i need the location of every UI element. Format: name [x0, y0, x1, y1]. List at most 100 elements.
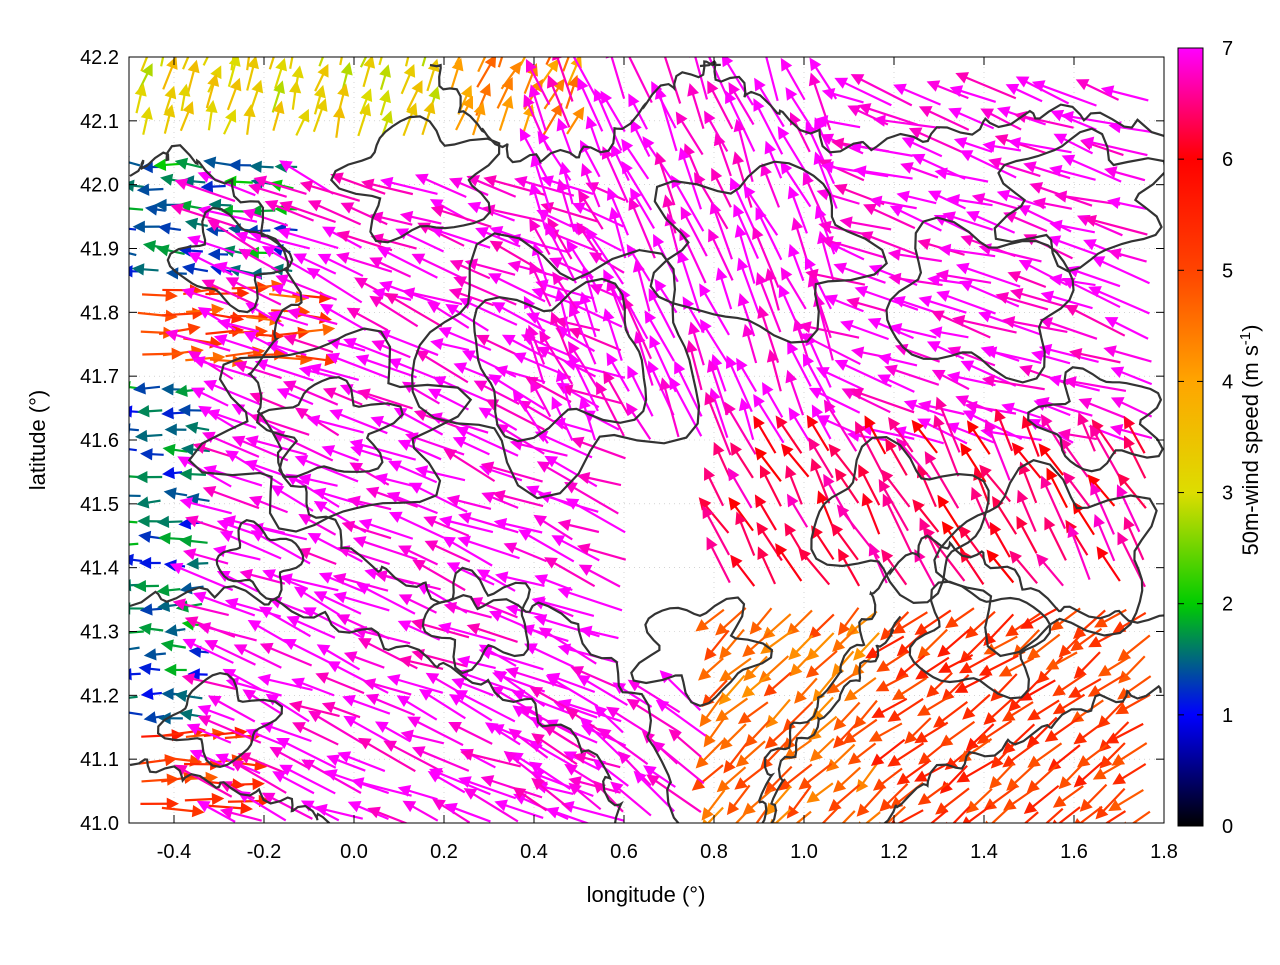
wind-vector-shaft — [185, 799, 212, 800]
x-tick-label: -0.4 — [157, 841, 191, 863]
wind-vector-head — [228, 43, 239, 55]
wind-vector-head — [117, 203, 128, 214]
colorbar-label-end: ) — [1238, 325, 1263, 332]
wind-vector-head — [702, 43, 712, 55]
y-tick-label: 41.4 — [80, 558, 119, 580]
wind-vector-head — [187, 38, 197, 50]
x-tick-label: 0.4 — [520, 841, 548, 863]
wind-vector-head — [363, 43, 373, 55]
wind-vector-head — [658, 42, 668, 54]
wind-vector-head — [554, 29, 564, 41]
wind-vector-head — [120, 669, 131, 680]
colorbar-tick-label: 5 — [1222, 260, 1233, 282]
wind-vector-head — [320, 42, 330, 54]
wind-vector-head — [160, 37, 171, 49]
x-tick-label: 1.2 — [880, 841, 908, 863]
wind-vector-head — [245, 37, 256, 49]
wind-vector-head — [123, 180, 135, 191]
x-tick-label: 1.0 — [790, 841, 818, 863]
wind-vector-head — [781, 825, 793, 836]
y-tick-label: 41.2 — [80, 685, 119, 707]
x-tick-label: -0.2 — [247, 841, 281, 863]
wind-vector-head — [207, 39, 217, 51]
colorbar-tick-label: 0 — [1222, 816, 1233, 838]
wind-vector-shaft — [149, 410, 162, 411]
y-tick-label: 42.2 — [80, 47, 119, 69]
x-tick-label: 1.6 — [1060, 841, 1088, 863]
wind-vector-shaft — [149, 189, 164, 190]
y-tick-label: 41.7 — [80, 366, 119, 388]
wind-vector-shaft — [261, 167, 273, 168]
wind-vector-head — [810, 825, 822, 837]
wind-vector-shaft — [170, 228, 181, 230]
wind-vector-head — [423, 35, 434, 47]
wind-vector-shaft — [191, 474, 206, 475]
wind-vector-shaft — [193, 181, 205, 182]
x-tick-label: 0.2 — [430, 841, 458, 863]
wind-vector-head — [115, 471, 126, 482]
wind-vector-head — [113, 223, 125, 234]
wind-vector-shaft — [124, 544, 139, 545]
colorbar-tick-label: 1 — [1222, 705, 1233, 727]
y-tick-label: 42.0 — [80, 175, 119, 197]
wind-vector-head — [113, 539, 124, 550]
wind-vector-shaft — [236, 182, 253, 183]
wind-vector-head — [405, 38, 416, 50]
wind-vector-shaft — [248, 354, 275, 355]
wind-vector-shaft — [126, 697, 137, 698]
wind-vector-head — [119, 424, 130, 435]
y-tick-label: 41.0 — [80, 813, 119, 835]
x-axis-label: longitude (°) — [587, 882, 706, 907]
wind-vector-head — [1090, 823, 1102, 834]
colorbar-tick-label: 6 — [1222, 149, 1233, 171]
colorbar-label-sup: -1 — [1237, 332, 1254, 345]
colorbar-tick-label: 4 — [1222, 371, 1233, 393]
x-tick-label: 1.8 — [1150, 841, 1178, 863]
wind-vector-head — [121, 266, 132, 277]
wind-vector-head — [1033, 824, 1045, 835]
wind-vector-head — [116, 707, 128, 718]
wind-vector-head — [119, 603, 130, 614]
wind-vector-head — [121, 406, 132, 417]
colorbar — [1178, 48, 1203, 826]
wind-vector-head — [340, 31, 351, 43]
wind-vector-head — [379, 37, 390, 49]
wind-vector-head — [690, 45, 701, 57]
wind-vector-head — [461, 35, 471, 47]
wind-vector-head — [528, 33, 538, 45]
wind-vector-shaft — [168, 589, 180, 590]
wind-vector-head — [271, 38, 281, 50]
wind-vector-head — [1006, 829, 1018, 840]
wind-vector-shaft — [133, 186, 143, 187]
x-tick-label: 0.0 — [340, 841, 368, 863]
wind-vector-head — [288, 39, 299, 51]
wind-vector-shaft — [228, 784, 253, 785]
wind-vector-head — [119, 382, 131, 393]
wind-vector-shaft — [152, 693, 161, 694]
wind-vector-head — [483, 42, 493, 54]
wind-vector-head — [855, 822, 867, 833]
wind-vector-head — [876, 823, 888, 834]
colorbar-label: 50m-wind speed (m s-1) — [1237, 325, 1263, 556]
wind-vector-head — [623, 43, 633, 55]
wind-vector-head — [759, 37, 770, 49]
wind-vector-head — [117, 157, 129, 168]
colorbar-tick-label: 7 — [1222, 38, 1233, 60]
wind-vector-head — [115, 644, 127, 655]
x-tick-label: 0.6 — [610, 841, 638, 863]
wind-vector-shaft — [212, 186, 225, 187]
wind-vector-head — [122, 554, 134, 565]
wind-vector-shaft — [147, 435, 163, 436]
wind-vector-head — [743, 830, 754, 842]
wind-vector-shaft — [131, 674, 141, 675]
wind-vector-shaft — [141, 332, 164, 333]
y-tick-label: 41.8 — [80, 302, 119, 324]
x-tick-label: 0.8 — [700, 841, 728, 863]
x-tick-label: 1.4 — [970, 841, 998, 863]
wind-vector-head — [916, 825, 928, 836]
wind-vector-head — [145, 39, 155, 51]
y-tick-label: 41.3 — [80, 622, 119, 644]
colorbar-tick-label: 3 — [1222, 483, 1233, 505]
